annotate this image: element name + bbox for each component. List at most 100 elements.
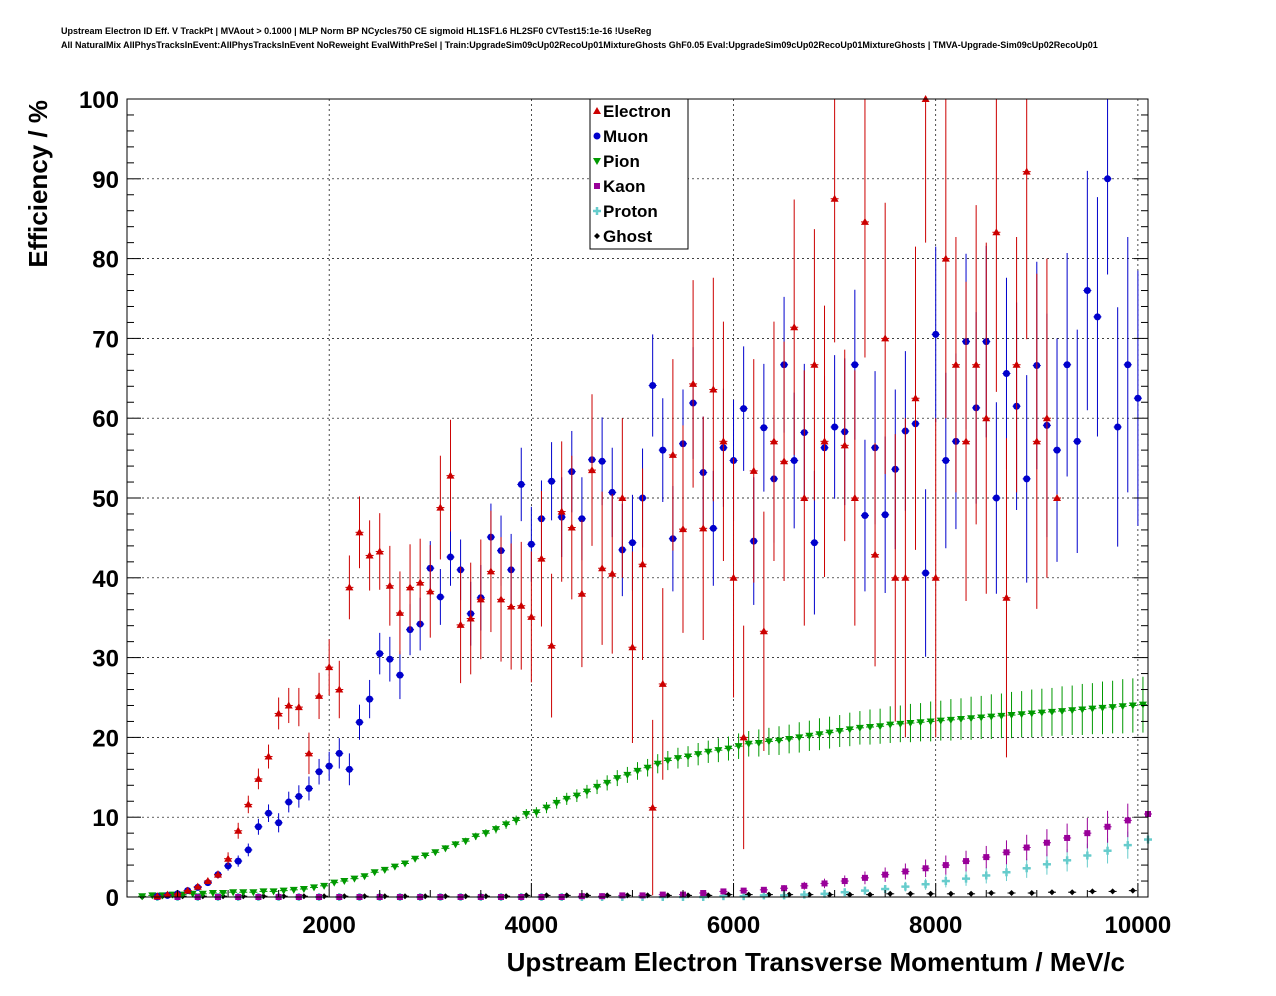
pion-point xyxy=(643,764,652,772)
kaon-point xyxy=(861,874,868,881)
pion-point xyxy=(330,879,339,887)
kaon-point xyxy=(942,862,949,869)
y-tick-label: 30 xyxy=(92,646,119,673)
y-axis-title: Efficiency / % xyxy=(23,100,53,268)
pion-point xyxy=(289,886,298,894)
pion-point xyxy=(461,838,470,846)
electron-point xyxy=(962,437,971,445)
muon-point xyxy=(345,765,353,773)
pion-point xyxy=(1017,711,1026,719)
muon-point xyxy=(305,784,313,792)
legend-marker-electron xyxy=(593,107,601,114)
pion-point xyxy=(663,757,672,765)
muon-point xyxy=(628,539,636,547)
electron-point xyxy=(668,450,677,458)
muon-point xyxy=(942,456,950,464)
pion-point xyxy=(512,817,521,825)
pion-point xyxy=(956,716,965,724)
axes: 2000 4000 6000 8000 10000 0 10 20 30 40 50 60 70 80 90… xyxy=(79,87,1171,939)
muon-point xyxy=(527,540,535,548)
electron-point xyxy=(658,679,667,687)
pion-point xyxy=(451,841,460,849)
x-tick-label: 2000 xyxy=(302,912,355,939)
electron-point xyxy=(638,560,647,568)
electron-point xyxy=(881,334,890,342)
pion-point xyxy=(825,729,834,737)
electron-point xyxy=(780,457,789,465)
kaon-point xyxy=(963,858,970,865)
electron-point xyxy=(972,360,981,368)
pion-point xyxy=(1068,707,1077,715)
electron-point xyxy=(537,554,546,562)
muon-point xyxy=(1002,370,1010,378)
electron-point xyxy=(517,601,526,609)
pion-point xyxy=(714,747,723,755)
pion-point xyxy=(310,884,319,892)
pion-point xyxy=(694,751,703,759)
kaon-point xyxy=(1084,830,1091,837)
pion-point xyxy=(400,860,409,868)
pion-point xyxy=(724,745,733,753)
electron-point xyxy=(466,614,475,622)
electron-point xyxy=(901,573,910,581)
electron-point xyxy=(436,503,445,511)
pion-point xyxy=(1007,712,1016,720)
pion-point xyxy=(653,760,662,768)
pion-point xyxy=(593,783,602,791)
electron-point xyxy=(355,528,364,536)
x-tick-label: 10000 xyxy=(1105,912,1172,939)
muon-point xyxy=(376,650,384,658)
y-tick-label: 70 xyxy=(92,326,119,353)
electron-point xyxy=(365,551,374,559)
pion-point xyxy=(219,890,228,898)
electron-point xyxy=(557,507,566,515)
legend-marker-pion xyxy=(593,158,601,165)
kaon-point xyxy=(882,871,889,878)
legend-marker-proton xyxy=(593,207,601,215)
kaon-point xyxy=(801,882,808,889)
ghost-point xyxy=(988,890,995,897)
electron-point xyxy=(689,379,698,387)
muon-point xyxy=(932,330,940,338)
pion-point xyxy=(1118,703,1127,711)
muon-point xyxy=(1114,423,1122,431)
pion-point xyxy=(734,743,743,751)
electron-point xyxy=(163,890,172,898)
muon-point xyxy=(234,857,242,865)
pion-point xyxy=(805,732,814,740)
electron-point xyxy=(709,385,718,393)
proton-point xyxy=(1063,856,1072,865)
pion-point xyxy=(613,775,622,783)
ghost-series xyxy=(138,887,1137,900)
proton-point xyxy=(840,888,849,897)
x-tick-label: 8000 xyxy=(909,912,962,939)
kaon-point xyxy=(639,892,646,899)
kaon-point xyxy=(720,888,727,895)
kaon-point xyxy=(983,854,990,861)
kaon-point xyxy=(1104,823,1111,830)
legend-label-proton: Proton xyxy=(603,202,658,221)
muon-point xyxy=(356,718,364,726)
muon-point xyxy=(517,480,525,488)
y-tick-label: 100 xyxy=(79,87,119,114)
muon-point xyxy=(831,423,839,431)
pion-point xyxy=(411,855,420,863)
electron-point xyxy=(406,583,415,591)
muon-point xyxy=(608,488,616,496)
muon-point xyxy=(1073,437,1081,445)
electron-point xyxy=(1042,414,1051,422)
electron-point xyxy=(426,587,435,595)
ghost-point xyxy=(1129,887,1136,894)
electron-point xyxy=(941,254,950,262)
chart-title-line-2: All NaturalMix AllPhysTracksInEvent:AllP… xyxy=(61,40,1098,50)
pion-point xyxy=(603,779,612,787)
pion-point xyxy=(1078,706,1087,714)
electron-point xyxy=(395,608,404,616)
electron-point xyxy=(608,569,617,577)
electron-point xyxy=(588,466,597,474)
ghost-point xyxy=(1089,888,1096,895)
electron-point xyxy=(992,228,1001,236)
electron-point xyxy=(345,583,354,591)
muon-point xyxy=(335,749,343,757)
ghost-point xyxy=(947,890,954,897)
